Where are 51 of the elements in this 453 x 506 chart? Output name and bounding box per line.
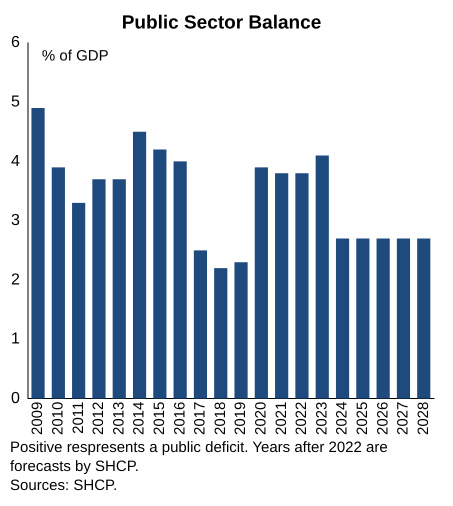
y-tick-label: 4 <box>10 152 20 170</box>
bar <box>132 132 146 399</box>
bar <box>396 238 410 399</box>
x-tick-label: 2014 <box>130 402 148 436</box>
x-tick-label: 2024 <box>334 402 351 436</box>
bar <box>214 268 228 399</box>
bar <box>295 173 309 399</box>
y-tick-label: 2 <box>10 271 20 288</box>
x-tick-label: 2025 <box>354 402 371 436</box>
x-tick-label: 2015 <box>150 402 168 436</box>
y-tick-label: 5 <box>10 94 20 111</box>
x-tick-label: 2017 <box>192 402 209 436</box>
bar <box>336 238 350 399</box>
x-tick-label: 2012 <box>90 402 108 436</box>
bar <box>234 262 248 399</box>
y-tick-label: 0 <box>10 390 20 408</box>
bar <box>153 150 166 399</box>
x-tick-label: 2016 <box>171 402 188 436</box>
x-tick-label: 2027 <box>394 402 412 436</box>
bar <box>356 238 370 399</box>
bar <box>254 167 268 399</box>
x-tick-label: 2013 <box>110 402 128 436</box>
x-tick-label: 2023 <box>313 402 330 436</box>
bar <box>112 179 126 399</box>
bar <box>275 173 288 399</box>
text: Positive respresents a public deficit. Years after 2022 are forecasts by SHCP. <box>9 438 389 476</box>
bar <box>31 108 45 399</box>
bar <box>417 238 430 399</box>
x-tick-label: 2021 <box>272 402 290 436</box>
x-tick-label: 2020 <box>252 402 270 436</box>
bar <box>92 179 106 399</box>
x-tick-label: 2009 <box>29 402 46 436</box>
source-note: Sources: SHCP. <box>9 476 118 495</box>
bar <box>376 238 390 399</box>
x-tick-label: 2010 <box>49 402 66 436</box>
y-tick-label: 6 <box>10 34 20 52</box>
bar <box>52 167 65 399</box>
y-axis-title: % of GDP <box>42 47 109 64</box>
bar <box>72 202 86 399</box>
x-tick-label: 2022 <box>293 402 310 436</box>
x-tick-label: 2019 <box>232 402 250 436</box>
y-tick-label: 1 <box>10 330 20 348</box>
x-tick-label: 2026 <box>374 402 392 436</box>
bar <box>194 250 208 399</box>
chart-title: Public Sector Balance <box>122 12 322 34</box>
x-tick-label: 2028 <box>414 402 432 436</box>
bar <box>316 155 329 399</box>
x-tick-label: 2018 <box>212 402 229 436</box>
bar <box>174 161 187 399</box>
y-tick-label: 3 <box>10 212 20 230</box>
x-tick-label: 2011 <box>70 402 87 434</box>
